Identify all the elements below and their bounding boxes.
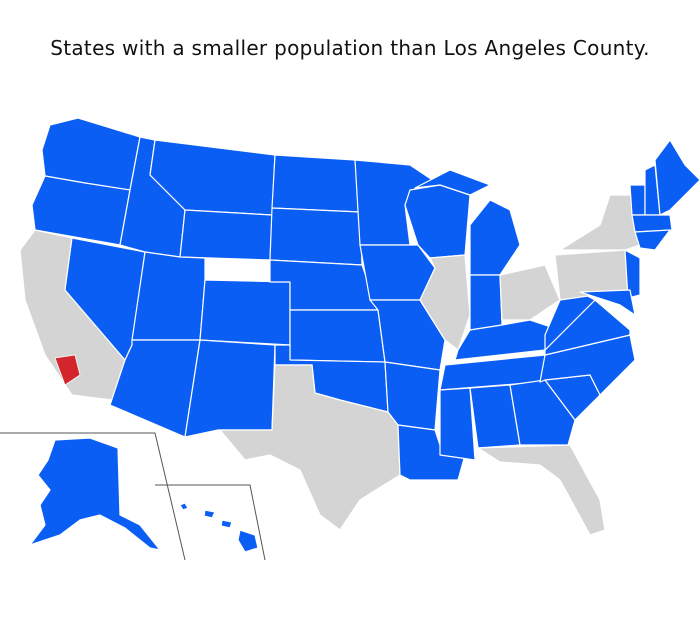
map-title: States with a smaller population than Lo… bbox=[50, 36, 650, 60]
state bbox=[179, 502, 189, 511]
state bbox=[271, 154, 361, 213]
state bbox=[631, 214, 673, 233]
state bbox=[477, 444, 606, 536]
inset-border bbox=[0, 432, 186, 561]
state bbox=[629, 184, 646, 216]
state bbox=[634, 229, 671, 251]
state bbox=[184, 339, 276, 438]
state bbox=[654, 139, 700, 216]
state bbox=[179, 209, 273, 261]
state bbox=[539, 334, 636, 396]
state bbox=[499, 264, 561, 321]
state bbox=[397, 424, 466, 481]
state bbox=[419, 254, 471, 351]
state bbox=[624, 249, 641, 299]
inset-border bbox=[155, 484, 266, 561]
county bbox=[54, 354, 81, 386]
state bbox=[439, 387, 476, 461]
state bbox=[454, 319, 561, 361]
state bbox=[469, 199, 521, 276]
state bbox=[559, 194, 641, 251]
state bbox=[414, 169, 491, 196]
state bbox=[131, 251, 206, 341]
state bbox=[509, 379, 576, 446]
state bbox=[384, 361, 441, 431]
state bbox=[269, 207, 363, 266]
state bbox=[220, 519, 233, 529]
state bbox=[289, 309, 386, 363]
state bbox=[237, 529, 259, 553]
state bbox=[29, 437, 161, 551]
state bbox=[203, 509, 216, 519]
state bbox=[219, 364, 401, 531]
state bbox=[469, 274, 503, 331]
state bbox=[199, 279, 291, 346]
state bbox=[579, 289, 636, 316]
